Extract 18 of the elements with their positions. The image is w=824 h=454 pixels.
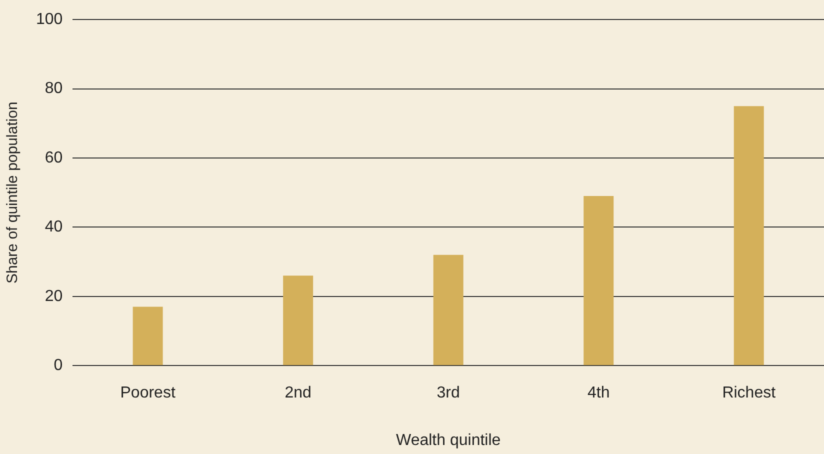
bar <box>734 106 764 366</box>
y-tick-label: 60 <box>44 149 63 166</box>
x-tick-label: Richest <box>722 384 776 402</box>
bar <box>283 276 314 366</box>
x-tick-label: 2nd <box>284 384 312 402</box>
y-tick-label: 0 <box>54 357 63 374</box>
y-axis-title: Share of quintile population <box>4 102 22 284</box>
y-tick-label: 40 <box>44 218 63 236</box>
y-tick-label: 100 <box>36 11 63 28</box>
x-axis-title: Wealth quintile <box>396 432 501 449</box>
x-tick-label: 3rd <box>436 384 460 402</box>
bar <box>433 254 464 366</box>
y-tick-label: 20 <box>44 288 63 305</box>
x-tick-label: Poorest <box>120 384 176 402</box>
x-tick-label: 4th <box>587 384 610 402</box>
bar <box>132 306 163 366</box>
y-tick-label: 80 <box>44 80 63 98</box>
bar <box>584 196 614 366</box>
